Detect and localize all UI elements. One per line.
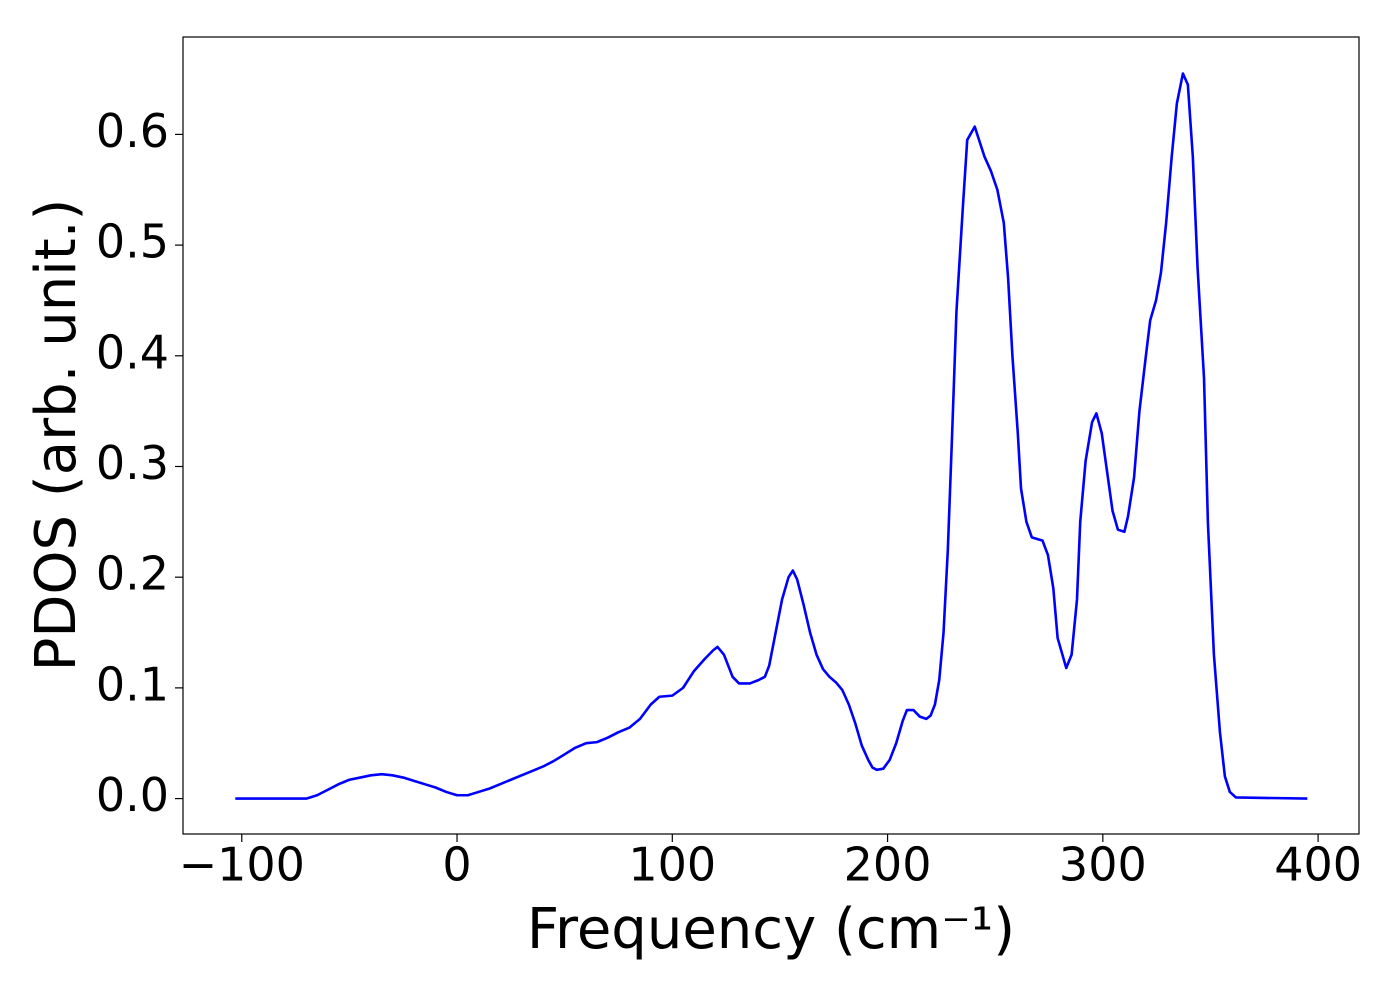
x-tick-label: 100 bbox=[628, 838, 716, 892]
plot-frame bbox=[182, 36, 1360, 835]
data-line bbox=[235, 72, 1308, 800]
y-tick-label: 0.0 bbox=[96, 768, 169, 822]
y-tick-label: 0.1 bbox=[96, 657, 169, 711]
y-tick-label: 0.5 bbox=[96, 215, 169, 269]
x-axis-label: Frequency (cm⁻¹) bbox=[527, 897, 1015, 962]
y-tick-label: 0.3 bbox=[96, 436, 169, 490]
x-tick-label: −100 bbox=[179, 838, 305, 892]
y-axis-label: PDOS (arb. unit.) bbox=[24, 199, 89, 672]
x-tick-label: 400 bbox=[1274, 838, 1362, 892]
y-tick-label: 0.2 bbox=[96, 547, 169, 601]
y-tick-label: 0.6 bbox=[96, 104, 169, 158]
x-tick-label: 200 bbox=[844, 838, 932, 892]
x-tick-label: 0 bbox=[442, 838, 471, 892]
y-tick-label: 0.4 bbox=[96, 325, 169, 379]
x-tick-label: 300 bbox=[1059, 838, 1147, 892]
